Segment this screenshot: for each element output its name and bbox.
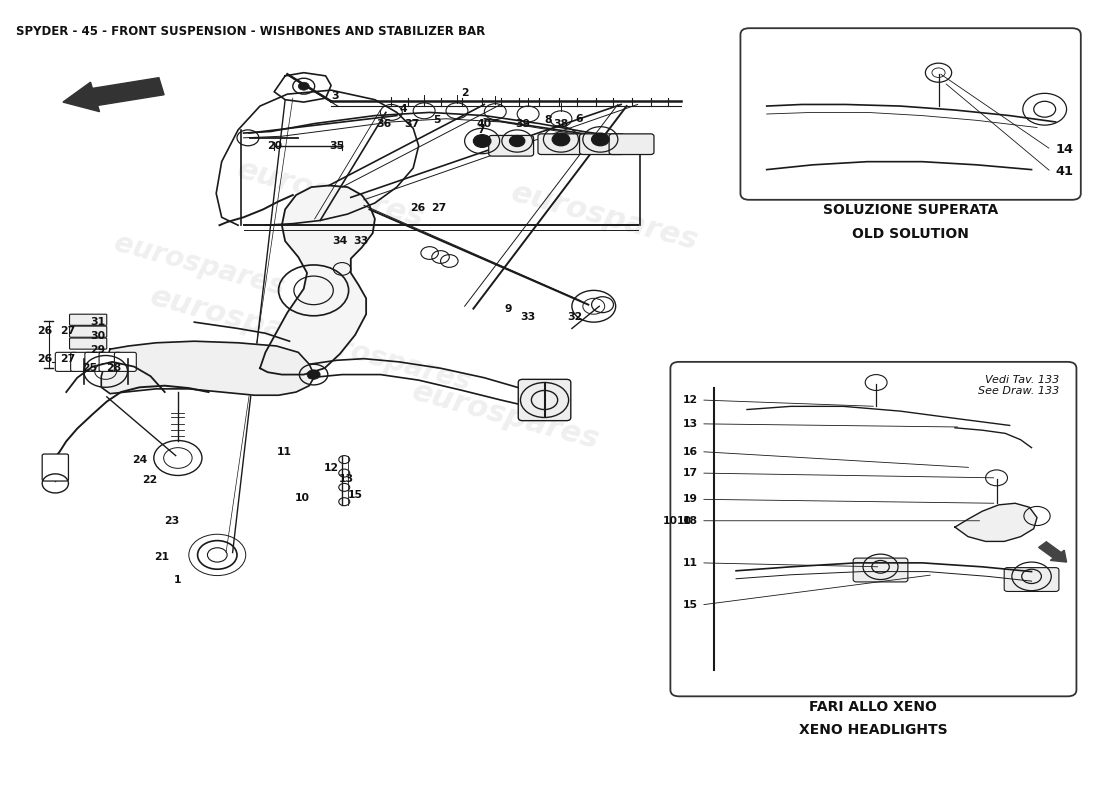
Text: 40: 40	[476, 118, 492, 129]
Text: 6: 6	[575, 114, 583, 124]
Text: 2: 2	[461, 87, 469, 98]
Text: 17: 17	[683, 468, 697, 478]
FancyBboxPatch shape	[69, 338, 107, 349]
FancyBboxPatch shape	[70, 352, 92, 371]
FancyBboxPatch shape	[488, 135, 534, 156]
Text: 11: 11	[683, 558, 697, 568]
Text: 41: 41	[1056, 166, 1074, 178]
Text: 13: 13	[683, 419, 697, 429]
Text: 21: 21	[154, 552, 169, 562]
Text: eurospares: eurospares	[234, 154, 428, 232]
Text: 33: 33	[520, 311, 536, 322]
Circle shape	[592, 133, 609, 146]
Circle shape	[298, 82, 309, 90]
FancyBboxPatch shape	[69, 326, 107, 338]
FancyBboxPatch shape	[670, 362, 1077, 696]
Text: 19: 19	[683, 494, 697, 504]
FancyBboxPatch shape	[854, 558, 908, 582]
Text: 26: 26	[410, 202, 426, 213]
FancyBboxPatch shape	[609, 134, 654, 154]
Text: 12: 12	[323, 462, 339, 473]
Circle shape	[473, 134, 491, 147]
Text: 10: 10	[295, 493, 310, 502]
Text: 31: 31	[90, 317, 106, 327]
Text: eurospares: eurospares	[146, 282, 340, 359]
Text: 3: 3	[332, 90, 339, 101]
Text: 15: 15	[348, 490, 363, 500]
Text: 30: 30	[90, 330, 106, 341]
Text: 5: 5	[433, 114, 441, 125]
Circle shape	[307, 370, 320, 379]
FancyBboxPatch shape	[42, 454, 68, 481]
Text: 12: 12	[683, 395, 697, 405]
FancyBboxPatch shape	[69, 314, 107, 326]
FancyBboxPatch shape	[99, 352, 121, 371]
Polygon shape	[260, 186, 375, 374]
Text: SPYDER - 45 - FRONT SUSPENSION - WISHBONES AND STABILIZER BAR: SPYDER - 45 - FRONT SUSPENSION - WISHBON…	[15, 25, 485, 38]
Text: 28: 28	[106, 363, 121, 374]
Text: 25: 25	[81, 363, 97, 374]
Circle shape	[509, 135, 525, 146]
Text: 36: 36	[376, 118, 392, 129]
FancyBboxPatch shape	[1004, 568, 1059, 591]
FancyBboxPatch shape	[740, 28, 1081, 200]
Text: eurospares: eurospares	[111, 229, 288, 301]
FancyBboxPatch shape	[580, 134, 625, 154]
FancyBboxPatch shape	[55, 352, 77, 371]
Polygon shape	[101, 342, 315, 395]
FancyBboxPatch shape	[538, 134, 583, 154]
Text: 7: 7	[477, 125, 485, 135]
Text: 34: 34	[332, 236, 348, 246]
Polygon shape	[955, 503, 1037, 542]
Text: 24: 24	[132, 455, 147, 466]
Text: 20: 20	[266, 141, 282, 150]
Text: Vedi Tav. 133
See Draw. 133: Vedi Tav. 133 See Draw. 133	[978, 374, 1059, 396]
Text: 22: 22	[142, 475, 157, 486]
Text: 18: 18	[683, 516, 697, 526]
Circle shape	[552, 133, 570, 146]
Text: OLD SOLUTION: OLD SOLUTION	[852, 227, 969, 241]
Text: 33: 33	[353, 236, 369, 246]
Text: 15: 15	[683, 600, 697, 610]
FancyBboxPatch shape	[518, 379, 571, 421]
Text: 14: 14	[1056, 143, 1074, 156]
Text: 16: 16	[683, 446, 697, 457]
Text: 10: 10	[663, 516, 678, 526]
Text: 23: 23	[164, 516, 179, 526]
Text: 27: 27	[59, 326, 75, 336]
Text: 29: 29	[90, 345, 106, 355]
Text: 11: 11	[276, 447, 292, 458]
Text: 37: 37	[405, 118, 420, 129]
Text: 35: 35	[329, 141, 344, 150]
Text: eurospares: eurospares	[508, 178, 702, 256]
Text: 27: 27	[59, 354, 75, 364]
Text: 10: 10	[678, 516, 692, 526]
FancyArrow shape	[1038, 542, 1067, 562]
Text: eurospares: eurospares	[297, 324, 474, 397]
FancyBboxPatch shape	[114, 352, 136, 371]
Text: 13: 13	[339, 474, 354, 484]
Text: 26: 26	[36, 354, 52, 364]
Text: 32: 32	[568, 311, 583, 322]
Text: 38: 38	[553, 118, 569, 129]
Text: eurospares: eurospares	[409, 377, 603, 455]
Text: 27: 27	[431, 202, 446, 213]
Text: 9: 9	[505, 305, 513, 314]
Text: 1: 1	[174, 574, 182, 585]
Text: FARI ALLO XENO: FARI ALLO XENO	[810, 699, 937, 714]
Text: 39: 39	[515, 118, 530, 129]
Text: 8: 8	[544, 115, 551, 126]
Text: XENO HEADLIGHTS: XENO HEADLIGHTS	[799, 723, 948, 738]
Text: 4: 4	[399, 104, 407, 114]
Text: 26: 26	[36, 326, 52, 336]
FancyArrow shape	[63, 78, 164, 112]
Text: SOLUZIONE SUPERATA: SOLUZIONE SUPERATA	[823, 203, 998, 217]
FancyBboxPatch shape	[85, 352, 107, 371]
